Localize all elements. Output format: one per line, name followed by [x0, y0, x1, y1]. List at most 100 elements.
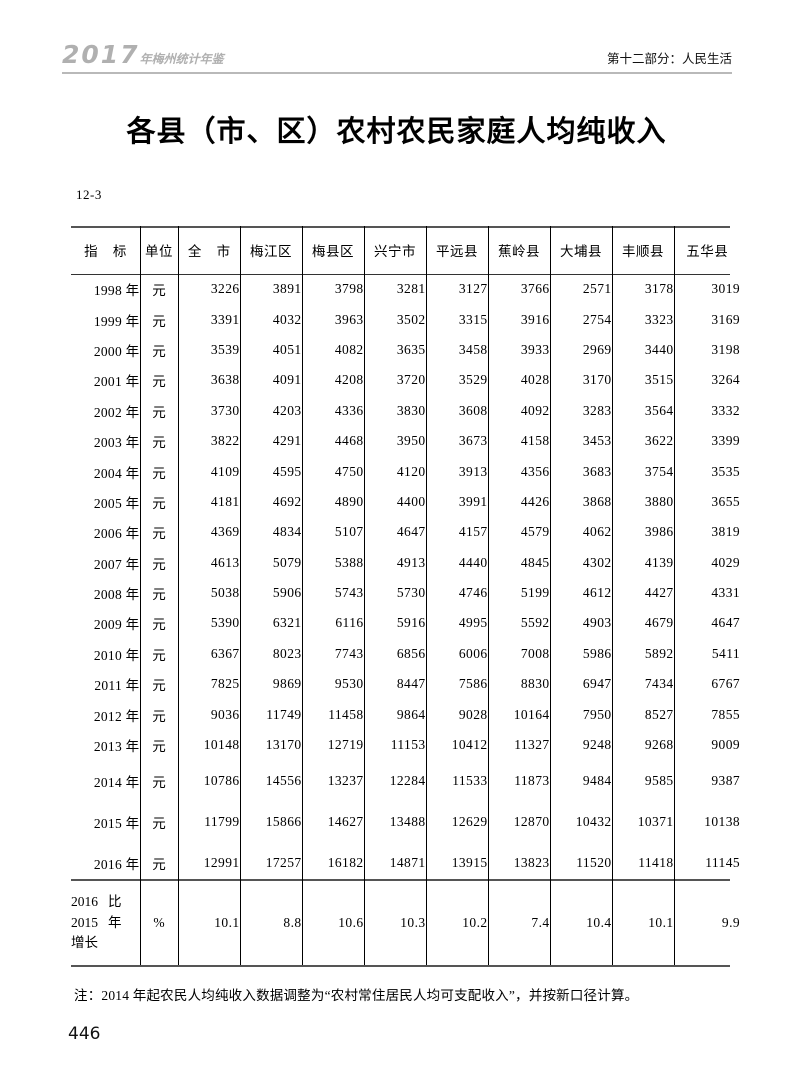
cell-value: 4291 [239, 425, 302, 457]
yearbook-subtitle: 年梅州统计年鉴 [139, 52, 224, 66]
table-header-row: 指 标 单位 全 市 梅江区 梅县区 兴宁市 平远县 蕉岭县 大埔县 丰顺县 五… [71, 226, 740, 274]
cell-value: 3315 [425, 304, 488, 335]
cell-value: 10371 [611, 801, 674, 843]
row-unit: 元 [139, 801, 178, 843]
cell-value: 3323 [611, 304, 674, 335]
growth-row-unit: % [139, 881, 178, 965]
row-indicator: 1999 年 [93, 313, 140, 329]
row-unit: 元 [139, 395, 178, 426]
cell-value: 3283 [549, 395, 612, 426]
row-unit: 元 [139, 608, 178, 639]
column-header-meijiang: 梅江区 [239, 226, 302, 274]
cell-value: 6321 [239, 608, 302, 639]
cell-value: 6006 [425, 638, 488, 670]
cell-value: 3535 [673, 456, 740, 487]
growth-row: 2016 比 2015 年 增长 % 10.1 8.8 10.6 10.3 10.2… [71, 881, 740, 965]
cell-value: 8447 [363, 669, 426, 700]
row-unit: 元 [139, 517, 178, 548]
table-row: 1998 年元 3226 3891 3798 3281 3127 3766 2571 3178 3… [71, 274, 740, 305]
cell-value: 11145 [673, 842, 740, 884]
cell-value: 5730 [363, 577, 426, 609]
cell-value: 3913 [425, 456, 488, 487]
cell-value: 4647 [673, 608, 740, 639]
cell-value: 6116 [301, 608, 364, 639]
cell-value: 4120 [363, 456, 426, 487]
section-label: 第十二部分：人民生活 [606, 51, 732, 66]
cell-value: 3019 [673, 274, 740, 305]
cell-value: 14871 [363, 842, 426, 884]
cell-value: 4029 [673, 547, 740, 578]
cell-value: 4109 [177, 456, 240, 487]
cell-value: 9484 [549, 760, 612, 802]
table-row: 2000 年元 3539 4051 4082 3635 3458 3933 2969 3440 3… [71, 334, 740, 366]
cell-value: 4440 [425, 547, 488, 578]
cell-value: 4890 [301, 486, 364, 518]
growth-row-container: 2016 比 2015 年 增长 % 10.1 8.8 10.6 10.3 10.2… [71, 881, 740, 965]
cell-value: 3502 [363, 304, 426, 335]
growth-label-part3: 增长 [71, 935, 98, 951]
row-unit: 元 [139, 842, 178, 884]
cell-value: 4647 [363, 517, 426, 548]
row-unit: 元 [139, 638, 178, 670]
column-header-meixian: 梅县区 [301, 226, 364, 274]
cell-value: 12284 [363, 760, 426, 802]
row-indicator: 2012 年 [93, 708, 140, 724]
growth-value: 10.2 [425, 881, 488, 965]
cell-value: 4369 [177, 517, 240, 548]
cell-value: 5038 [177, 577, 240, 609]
data-table-container: 指 标 单位 全 市 梅江区 梅县区 兴宁市 平远县 蕉岭县 大埔县 丰顺县 五… [71, 226, 740, 884]
growth-value: 10.1 [177, 881, 240, 965]
table-row: 2005 年元 4181 4692 4890 4400 3991 4426 3868 3880 3… [71, 486, 740, 518]
table-row: 2014 年元 10786 14556 13237 12284 11533 11873 948… [71, 760, 740, 802]
row-unit: 元 [139, 425, 178, 457]
table-row: 2002 年元 3730 4203 4336 3830 3608 4092 3283 3564 3… [71, 395, 740, 426]
cell-value: 10138 [673, 801, 740, 843]
row-unit: 元 [139, 456, 178, 487]
table-row: 2009 年元 5390 6321 6116 5916 4995 5592 4903 4679 4… [71, 608, 740, 639]
cell-value: 4679 [611, 608, 674, 639]
row-indicator: 2000 年 [93, 343, 140, 359]
cell-value: 4845 [487, 547, 550, 578]
growth-value: 10.3 [363, 881, 426, 965]
cell-value: 3170 [549, 365, 612, 396]
cell-value: 3638 [177, 365, 240, 396]
growth-value: 8.8 [239, 881, 302, 965]
cell-value: 4158 [487, 425, 550, 457]
cell-value: 4331 [673, 577, 740, 609]
cell-value: 3683 [549, 456, 612, 487]
cell-value: 4595 [239, 456, 302, 487]
page-number: 446 [68, 1024, 101, 1044]
cell-value: 3332 [673, 395, 740, 426]
cell-value: 8527 [611, 699, 674, 730]
cell-value: 5107 [301, 517, 364, 548]
cell-value: 4750 [301, 456, 364, 487]
cell-value: 4746 [425, 577, 488, 609]
table-row: 2006 年元 4369 4834 5107 4647 4157 4579 4062 3986 3… [71, 517, 740, 548]
cell-value: 4203 [239, 395, 302, 426]
row-unit: 元 [139, 669, 178, 700]
cell-value: 3868 [549, 486, 612, 518]
cell-value: 4336 [301, 395, 364, 426]
cell-value: 4692 [239, 486, 302, 518]
cell-value: 9036 [177, 699, 240, 730]
cell-value: 3950 [363, 425, 426, 457]
cell-value: 4995 [425, 608, 488, 639]
cell-value: 3635 [363, 334, 426, 366]
cell-value: 9009 [673, 729, 740, 761]
cell-value: 10412 [425, 729, 488, 761]
yearbook-logo: 2017年梅州统计年鉴 [62, 40, 224, 69]
cell-value: 13237 [301, 760, 364, 802]
table-row: 2010 年元 6367 8023 7743 6856 6006 7008 5986 5892 5… [71, 638, 740, 670]
cell-value: 2969 [549, 334, 612, 366]
column-header-city-total: 全 市 [177, 226, 240, 274]
cell-value: 3963 [301, 304, 364, 335]
row-indicator: 2004 年 [93, 465, 140, 481]
cell-value: 5743 [301, 577, 364, 609]
row-unit: 元 [139, 760, 178, 802]
cell-value: 11533 [425, 760, 488, 802]
row-unit: 元 [139, 274, 178, 305]
cell-value: 3226 [177, 274, 240, 305]
cell-value: 4579 [487, 517, 550, 548]
table-row: 1999 年元 3391 4032 3963 3502 3315 3916 2754 3323 3… [71, 304, 740, 335]
